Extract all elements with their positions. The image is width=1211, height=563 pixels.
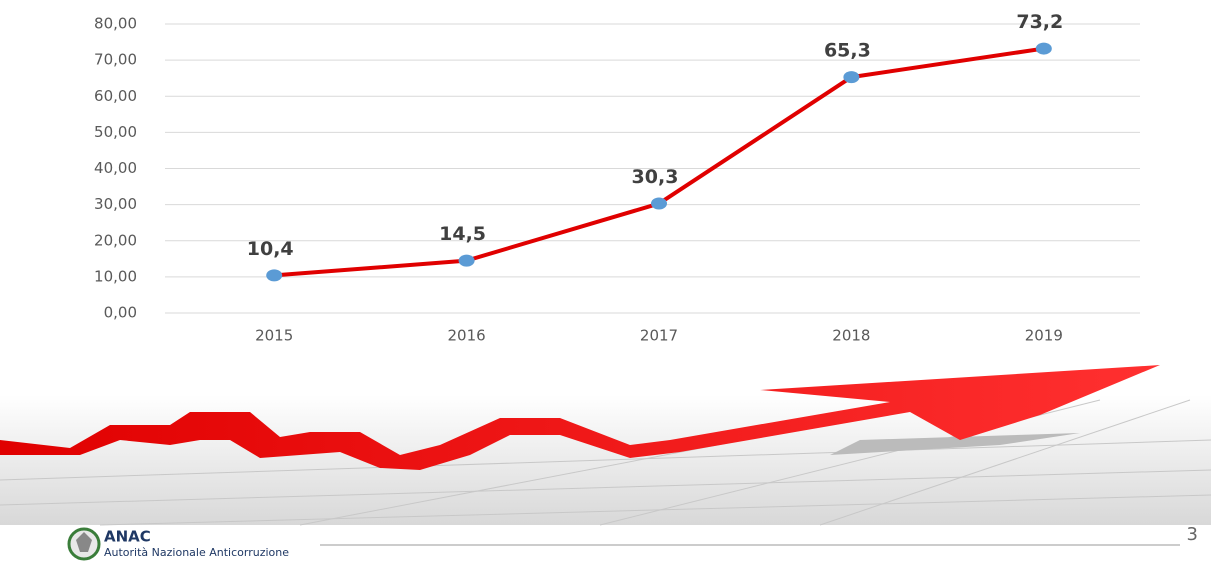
y-tick-label: 10,00 — [94, 267, 137, 285]
logo-star — [76, 532, 92, 552]
data-label: 65,3 — [824, 40, 871, 62]
shadow — [830, 433, 1080, 455]
y-tick-label: 0,00 — [104, 304, 137, 322]
page-number: 3 — [1187, 524, 1198, 545]
x-tick-label: 2019 — [1025, 327, 1063, 345]
data-point — [1035, 42, 1052, 55]
decoration — [0, 365, 1211, 561]
y-tick-label: 70,00 — [94, 51, 137, 69]
data-label: 14,5 — [439, 223, 486, 245]
footer-title: ANAC — [104, 528, 151, 546]
data-label: 73,2 — [1016, 11, 1063, 33]
data-label: 10,4 — [247, 238, 294, 260]
data-point — [843, 71, 860, 84]
y-tick-label: 50,00 — [94, 123, 137, 141]
data-point — [651, 197, 667, 210]
trend-arrow — [0, 365, 1160, 470]
footer-subtitle: Autorità Nazionale Anticorruzione — [104, 546, 289, 559]
y-tick-label: 30,00 — [94, 195, 137, 213]
data-point — [458, 254, 475, 267]
y-tick-label: 40,00 — [94, 159, 137, 177]
data-point — [266, 269, 283, 282]
y-tick-label: 80,00 — [94, 15, 137, 33]
y-tick-label: 20,00 — [94, 231, 137, 249]
data-line — [274, 46, 1045, 278]
y-tick-label: 60,00 — [94, 87, 137, 105]
data-label: 30,3 — [632, 166, 679, 188]
x-tick-label: 2017 — [640, 327, 678, 345]
x-tick-label: 2015 — [255, 327, 293, 345]
x-tick-label: 2016 — [448, 327, 486, 345]
x-tick-label: 2018 — [832, 327, 870, 345]
plot: 0,00 10,00 20,00 30,00 40,00 50,00 60,00 70,00 8… — [94, 11, 1140, 345]
